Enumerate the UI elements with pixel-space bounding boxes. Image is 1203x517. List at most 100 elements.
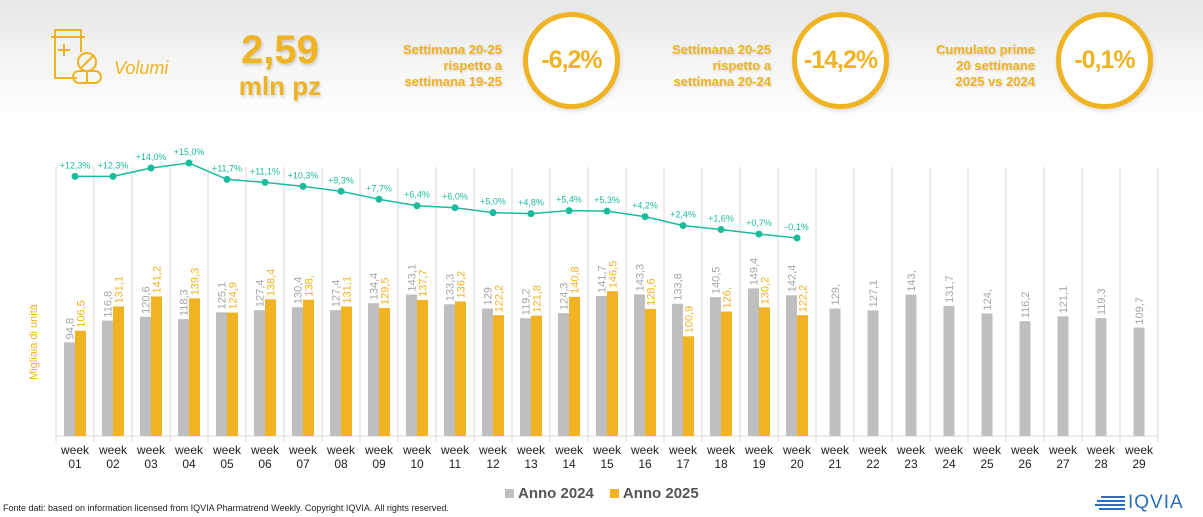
growth-point	[451, 204, 459, 212]
x-tick-label: 29	[1132, 457, 1146, 471]
x-tick-label: week	[516, 443, 546, 457]
growth-label: +7,7%	[366, 183, 392, 193]
growth-point	[185, 159, 193, 167]
legend-label-2024: Anno 2024	[518, 485, 594, 502]
kpi-label-line: settimana 19-25	[404, 74, 502, 89]
bar-label-2024: 127,4	[331, 280, 343, 308]
growth-label: +6,4%	[404, 190, 430, 200]
bar-2024	[444, 304, 455, 436]
x-tick-label: 22	[866, 457, 880, 471]
bar-label-2024: 133,3	[445, 274, 457, 302]
x-tick-label: week	[782, 443, 812, 457]
bar-label-2025: 131,1	[114, 276, 126, 304]
bar-2024	[482, 308, 493, 436]
x-tick-label: week	[744, 443, 774, 457]
growth-point	[413, 202, 421, 210]
bar-2024	[672, 303, 683, 436]
bar-2024	[1095, 318, 1107, 436]
bar-label-2025: 146,5	[608, 261, 620, 289]
bar-label-2024: 143,1	[407, 264, 419, 292]
kpi-label-yoy: Settimana 20-25 rispetto a settimana 20-…	[641, 42, 771, 90]
bar-2025	[303, 299, 314, 436]
x-tick-label: week	[858, 443, 888, 457]
bar-label-2024: 109,7	[1134, 297, 1146, 325]
bar-label-2024: 127,1	[868, 280, 880, 308]
kpi-value-cumulative: -0,1%	[1056, 12, 1153, 109]
gridlines	[55, 167, 1159, 442]
bar-label-2024: 120,6	[141, 286, 153, 314]
legend-item-2025[interactable]: Anno 2025	[609, 485, 699, 502]
bar-label-2025: 138,	[304, 275, 316, 296]
bar-label-2024: 143,	[906, 270, 918, 291]
bar-label-2025: 122,2	[494, 285, 506, 313]
bar-2025	[75, 330, 86, 436]
bar-2025	[607, 291, 618, 436]
bar-2024	[710, 297, 721, 436]
bars	[64, 288, 1145, 436]
bar-2025	[493, 315, 504, 436]
bar-label-2024: 94,8	[65, 318, 77, 339]
x-tick-label: 13	[524, 457, 538, 471]
bar-2025	[759, 307, 770, 436]
bar-label-2024: 141,7	[597, 265, 609, 293]
kpi-value-yoy: -14,2%	[792, 12, 889, 109]
bar-label-2024: 124,	[982, 289, 994, 310]
x-tick-label: 06	[258, 457, 272, 471]
source-note: Fonte dati: based on information license…	[3, 503, 449, 513]
growth-label: +5,0%	[480, 197, 506, 207]
x-tick-label: week	[326, 443, 356, 457]
bar-label-2024: 133,8	[673, 273, 685, 301]
growth-label: +6,0%	[442, 192, 468, 202]
bar-label-2024: 125,1	[217, 282, 229, 310]
bar-2025	[531, 315, 542, 436]
bar-label-2024: 119,3	[1096, 288, 1108, 315]
growth-label: +14,0%	[136, 152, 167, 162]
x-tick-label: 10	[410, 457, 424, 471]
growth-label: +12,3%	[98, 160, 129, 170]
x-tick-label: week	[1010, 443, 1040, 457]
growth-label: -0,1%	[785, 222, 809, 232]
growth-label: +1,6%	[708, 214, 734, 224]
x-tick-label: 18	[714, 457, 728, 471]
x-tick-label: week	[554, 443, 584, 457]
x-tick-label: 16	[638, 457, 652, 471]
x-tick-label: 14	[562, 457, 576, 471]
growth-label: +12,3%	[60, 160, 91, 170]
bar-label-2025: 124,9	[228, 282, 240, 310]
bar-2024	[748, 288, 759, 436]
kpi-value-weekly: -6,2%	[523, 12, 620, 109]
bar-2025	[341, 306, 352, 436]
bar-2024	[558, 313, 569, 436]
kpi-label-line: Settimana 20-25	[403, 42, 502, 57]
bar-2025	[151, 296, 162, 436]
bar-2024	[140, 316, 151, 436]
bar-2024	[254, 310, 265, 436]
growth-line-path	[75, 162, 798, 239]
bar-label-2024: 134,4	[369, 273, 381, 301]
x-tick-label: week	[60, 443, 90, 457]
growth-point	[261, 178, 269, 186]
growth-point	[375, 195, 383, 203]
x-tick-label: week	[174, 443, 204, 457]
x-tick-label: 15	[600, 457, 614, 471]
legend-item-2024[interactable]: Anno 2024	[505, 485, 594, 502]
legend-swatch-2024	[505, 489, 514, 498]
bar-label-2025: 126,	[722, 287, 734, 308]
bar-2024	[1057, 316, 1069, 436]
growth-point	[793, 234, 801, 242]
growth-label: +5,3%	[594, 195, 620, 205]
bar-label-2025: 122,2	[798, 285, 810, 313]
bar-2025	[797, 315, 808, 436]
bar-2024	[330, 310, 341, 436]
bar-2025	[455, 301, 466, 436]
iqvia-logo-text: IQVIA	[1128, 492, 1184, 513]
bar-label-2024: 143,3	[635, 264, 647, 292]
x-tick-label: week	[1048, 443, 1078, 457]
bar-2024	[178, 319, 189, 436]
bar-2024	[406, 294, 417, 436]
bar-2024	[596, 295, 607, 436]
bar-2024	[102, 320, 113, 436]
category-label: Volumi	[114, 58, 169, 78]
bar-label-2025: 121,8	[532, 285, 544, 313]
